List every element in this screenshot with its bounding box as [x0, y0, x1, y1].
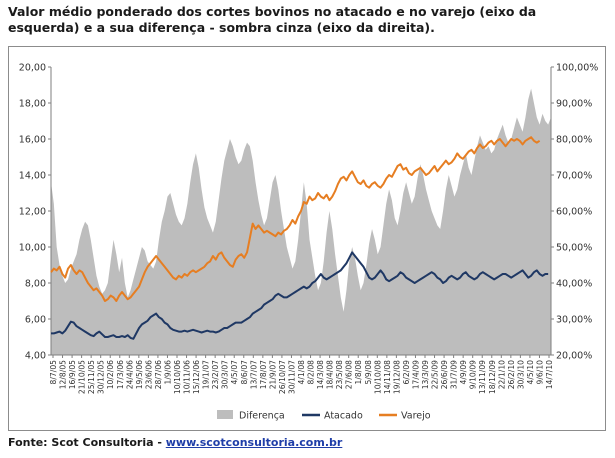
x-tick-label: 13/7/07 [249, 360, 258, 389]
legend-label: Diferença [239, 411, 285, 422]
chart-title: Valor médio ponderado dos cortes bovinos… [8, 4, 537, 35]
x-tick-label: 8/2/08 [307, 360, 316, 385]
x-tick-label: 21/10/05 [78, 360, 87, 394]
y-left-tick-label: 12,00 [19, 207, 46, 218]
x-tick-label: 16/9/05 [68, 360, 77, 389]
series-atacado-line [51, 251, 549, 340]
x-tick-label: 4/5/10 [526, 360, 535, 385]
y-right-tick-label: 60,00% [556, 207, 592, 218]
legend-label: Varejo [401, 411, 431, 422]
y-left-tick-label: 6,00 [25, 315, 46, 326]
y-right-tick-label: 40,00% [556, 279, 592, 290]
x-tick-label: 17/4/09 [411, 360, 420, 389]
y-right-tick-label: 90,00% [556, 99, 592, 110]
chart-container: 4,00 6,00 8,00 10,00 12,00 14,00 16,00 18,00 20,… [8, 46, 606, 431]
x-tick-label: 13/3/09 [421, 360, 430, 389]
x-tick-label: 17/3/06 [116, 360, 125, 389]
legend-label: Atacado [324, 411, 363, 422]
x-tick-label: 30/11/07 [287, 360, 296, 394]
x-tick-label: 22/5/09 [431, 360, 440, 389]
legend-swatch-diferenca [217, 410, 233, 419]
x-tick-label: 9/6/10 [535, 360, 544, 385]
y-left-tick-label: 16,00 [19, 135, 46, 146]
x-tick-label: 28/7/06 [154, 360, 163, 389]
x-tick-label: 5/9/08 [364, 360, 373, 385]
y-left-tick-label: 18,00 [19, 99, 46, 110]
y-left-tick-label: 10,00 [19, 243, 46, 254]
series-diferenca-area [51, 88, 551, 355]
x-tick-label: 15/12/06 [192, 360, 201, 394]
x-tick-label: 13/11/09 [478, 360, 487, 394]
y-left-tick-label: 8,00 [25, 279, 46, 290]
x-tick-label: 10/2/06 [106, 360, 115, 389]
x-tick-label: 10/10/08 [373, 360, 382, 394]
x-tick-label: 21/9/07 [268, 360, 277, 389]
x-tick-label: 27/6/08 [345, 360, 354, 389]
x-tick-label: 14/11/08 [383, 360, 392, 394]
x-tick-label: 26/6/09 [440, 360, 449, 389]
x-tick-label: 4/5/07 [230, 360, 239, 385]
source-prefix: Fonte: Scot Consultoria - [8, 436, 166, 449]
source-note: Fonte: Scot Consultoria - www.scotconsul… [8, 436, 342, 449]
source-link[interactable]: www.scotconsultoria.com.br [165, 436, 343, 449]
x-tick-label: 30/3/07 [221, 360, 230, 389]
x-tick-label: 9/10/09 [469, 360, 478, 389]
y-left-tick-label: 4,00 [25, 351, 46, 362]
x-tick-label: 19/5/06 [135, 360, 144, 389]
x-tick-label: 4/1/08 [297, 360, 306, 385]
x-tick-label: 30/3/10 [516, 360, 525, 389]
y-right-tick-label: 30,00% [556, 315, 592, 326]
x-tick-label: 1/8/08 [354, 360, 363, 385]
x-tick-label: 19/12/08 [392, 360, 401, 394]
x-tick-label: 1/9/06 [163, 360, 172, 385]
x-tick-label: 23/2/07 [211, 360, 220, 389]
y-right-tick-label: 50,00% [556, 243, 592, 254]
x-tick-label: 10/11/06 [183, 360, 192, 394]
x-tick-label: 26/2/10 [507, 360, 516, 389]
x-tick-label: 4/9/09 [459, 360, 468, 385]
x-tick-label: 17/8/07 [259, 360, 268, 389]
x-tick-label: 25/11/05 [87, 360, 96, 394]
x-tick-label: 30/12/05 [97, 360, 106, 394]
x-tick-label: 23/5/08 [335, 360, 344, 389]
y-right-tick-label: 80,00% [556, 135, 592, 146]
x-tick-label: 6/2/09 [402, 360, 411, 385]
x-tick-label: 26/10/07 [278, 360, 287, 394]
x-tick-label: 8/7/05 [49, 360, 58, 385]
series-varejo-line [50, 136, 541, 302]
x-tick-label: 14/3/08 [316, 360, 325, 389]
y-left-tick-label: 20,00 [19, 63, 46, 74]
x-tick-label: 12/8/05 [59, 360, 68, 389]
x-tick-label: 23/6/06 [144, 360, 153, 389]
x-tick-label: 8/6/07 [240, 360, 249, 385]
x-tick-label: 18/12/09 [488, 360, 497, 394]
y-right-tick-label: 20,00% [556, 351, 592, 362]
x-tick-label: 31/7/09 [450, 360, 459, 389]
y-right-tick-label: 70,00% [556, 171, 592, 182]
x-tick-label: 22/1/10 [497, 360, 506, 389]
x-tick-label: 19/1/07 [202, 360, 211, 389]
x-tick-label: 18/4/08 [326, 360, 335, 389]
x-tick-label: 24/4/06 [125, 360, 134, 389]
y-right-tick-label: 100,00% [556, 63, 598, 74]
chart-svg: 4,00 6,00 8,00 10,00 12,00 14,00 16,00 18,00 20,… [19, 63, 598, 422]
x-tick-label: 14/7/10 [545, 360, 554, 389]
x-tick-label: 10/10/06 [173, 360, 182, 394]
y-left-tick-label: 14,00 [19, 171, 46, 182]
